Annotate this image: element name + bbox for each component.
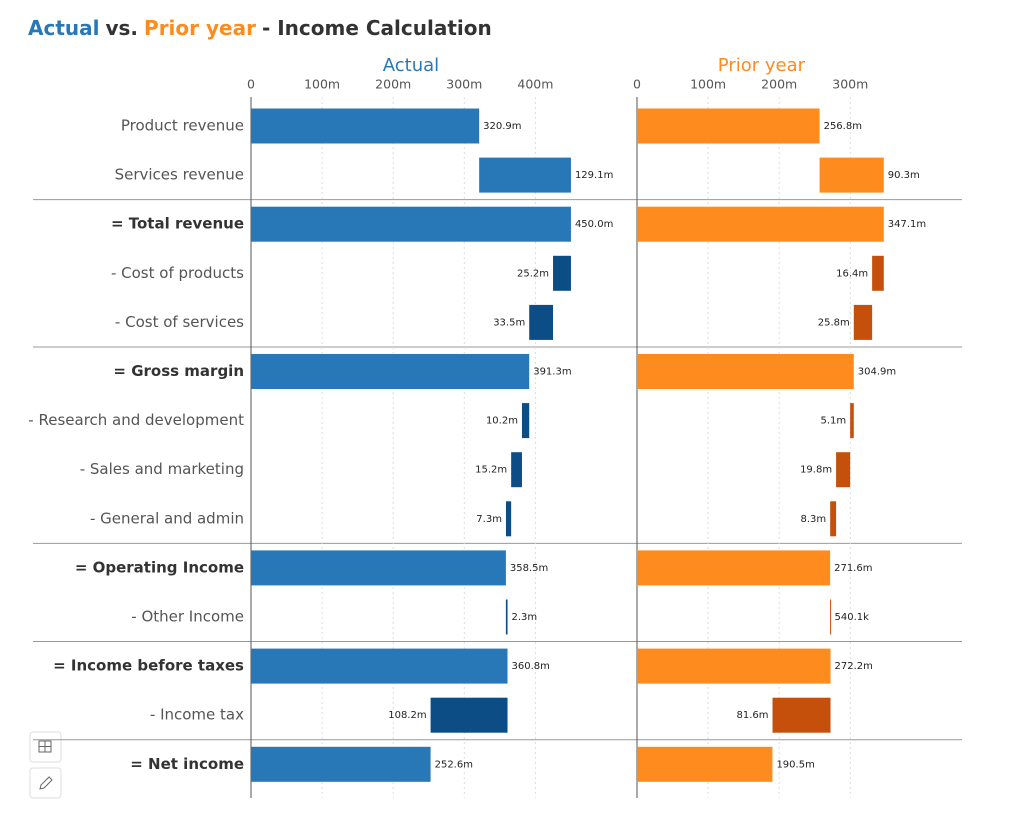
value-label: 8.3m (801, 514, 827, 525)
bar (772, 697, 831, 733)
title-part: Prior year (144, 16, 256, 40)
bar (251, 108, 480, 144)
x-tick-label: 200m (761, 77, 797, 92)
row-label: = Income before taxes (53, 657, 244, 675)
value-label: 7.3m (476, 514, 502, 525)
value-label: 15.2m (475, 465, 507, 476)
value-label: 450.0m (575, 219, 613, 230)
value-label: 108.2m (388, 710, 426, 721)
bar (637, 648, 831, 684)
value-label: 320.9m (483, 121, 521, 132)
row-label: - Income tax (150, 706, 244, 724)
row-label: - Other Income (131, 608, 244, 626)
title-part: - Income Calculation (262, 16, 492, 40)
x-tick-label: 200m (375, 77, 411, 92)
bar (853, 304, 873, 340)
panel-title: Prior year (718, 55, 806, 76)
row-label: - Cost of products (111, 264, 244, 282)
x-tick-label: 100m (304, 77, 340, 92)
bar (637, 354, 854, 389)
bar (529, 304, 554, 340)
value-label: 272.2m (835, 661, 873, 672)
row-label: - Research and development (28, 411, 244, 429)
row-label: Services revenue (115, 166, 244, 184)
value-label: 540.1k (834, 612, 869, 623)
pencil-icon (39, 776, 53, 790)
value-label: 25.8m (818, 317, 850, 328)
value-label: 391.3m (533, 367, 571, 378)
value-label: 347.1m (888, 219, 926, 230)
value-label: 19.8m (800, 465, 832, 476)
row-label: - Cost of services (115, 313, 244, 331)
bar (505, 501, 512, 537)
bar (830, 599, 832, 635)
title-part: Actual (28, 16, 99, 40)
bar (830, 501, 837, 537)
bar (850, 403, 854, 439)
value-label: 190.5m (776, 759, 814, 770)
x-tick-label: 0 (247, 77, 255, 92)
x-tick-label: 100m (690, 77, 726, 92)
value-label: 10.2m (486, 416, 518, 427)
bar (251, 648, 508, 684)
row-label: = Net income (130, 755, 244, 773)
value-label: 90.3m (888, 170, 920, 181)
chart-title: Actual vs. Prior year - Income Calculation (28, 16, 492, 40)
bar (819, 157, 884, 193)
value-label: 304.9m (858, 367, 896, 378)
bar (251, 354, 530, 389)
panel-title: Actual (383, 55, 439, 76)
value-label: 271.6m (834, 563, 872, 574)
bar (637, 746, 773, 782)
bar (637, 108, 820, 144)
value-label: 256.8m (824, 121, 862, 132)
bar (637, 206, 884, 242)
row-label: = Total revenue (111, 215, 244, 233)
row-label: - General and admin (90, 509, 244, 527)
edit-button[interactable] (29, 767, 62, 799)
row-label: = Gross margin (113, 362, 244, 380)
value-label: 81.6m (737, 710, 769, 721)
value-label: 2.3m (512, 612, 538, 623)
value-label: 16.4m (836, 268, 868, 279)
bar (251, 550, 506, 586)
bar (637, 550, 831, 586)
title-part: vs. (105, 16, 138, 40)
row-label: Product revenue (121, 117, 244, 135)
row-label: = Operating Income (75, 558, 244, 576)
bar (836, 452, 851, 488)
row-label: - Sales and marketing (80, 460, 244, 478)
bar (511, 452, 522, 488)
value-label: 358.5m (510, 563, 548, 574)
bar (479, 157, 571, 193)
bar (872, 255, 884, 291)
bar (553, 255, 571, 291)
bar (505, 599, 508, 635)
value-label: 25.2m (517, 268, 549, 279)
toolbar (29, 731, 62, 799)
value-label: 33.5m (493, 317, 525, 328)
x-tick-label: 400m (517, 77, 553, 92)
value-label: 5.1m (821, 416, 847, 427)
value-label: 252.6m (435, 759, 473, 770)
bar (251, 746, 431, 782)
value-label: 360.8m (512, 661, 550, 672)
bar (251, 206, 571, 242)
x-tick-label: 300m (446, 77, 482, 92)
bar (430, 697, 508, 733)
x-tick-label: 0 (633, 77, 641, 92)
x-tick-label: 300m (832, 77, 868, 92)
bar (521, 403, 530, 439)
value-label: 129.1m (575, 170, 613, 181)
